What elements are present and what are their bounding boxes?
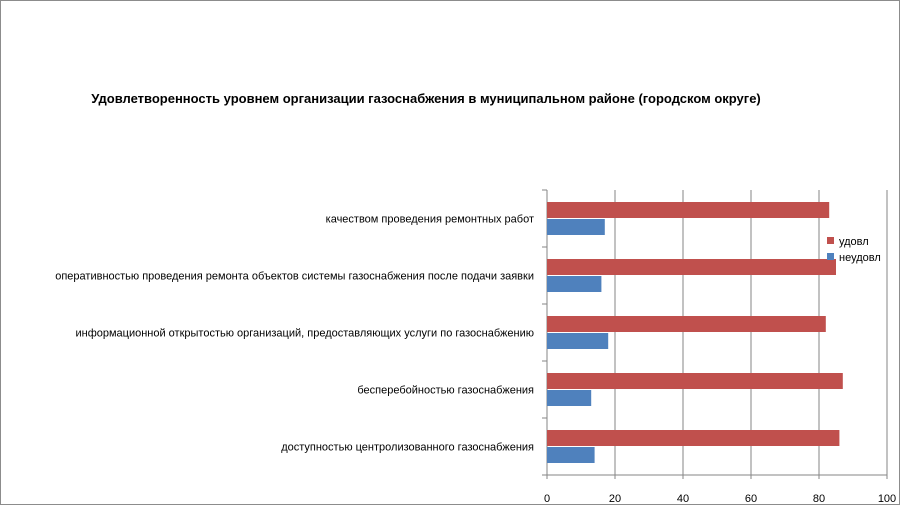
x-tick-label: 60 <box>745 493 757 505</box>
bar-udovl <box>547 316 826 332</box>
category-label: бесперебойностью газоснабжения <box>357 385 534 397</box>
category-label: оперативностью проведения ремонта объект… <box>55 271 534 283</box>
category-label: качеством проведения ремонтных работ <box>326 214 534 226</box>
bar-neudovl <box>547 219 605 235</box>
bar-udovl <box>547 430 840 446</box>
x-tick-label: 40 <box>677 493 689 505</box>
category-label: доступностью центролизованного газоснабж… <box>281 442 534 454</box>
legend-label: неудовл <box>839 252 881 264</box>
x-tick-label: 80 <box>813 493 825 505</box>
legend-swatch <box>827 237 834 244</box>
bar-udovl <box>547 373 843 389</box>
chart-title: Удовлетворенность уровнем организации га… <box>91 91 761 106</box>
x-tick-label: 0 <box>544 493 550 505</box>
bar-neudovl <box>547 390 592 406</box>
legend-label: удовл <box>839 236 869 248</box>
x-tick-label: 20 <box>609 493 621 505</box>
category-label: информационной открытостью организаций, … <box>75 328 534 340</box>
bar-udovl <box>547 202 830 218</box>
bar-neudovl <box>547 276 602 292</box>
bar-neudovl <box>547 447 595 463</box>
bar-udovl <box>547 259 836 275</box>
bar-neudovl <box>547 333 609 349</box>
x-tick-label: 100 <box>878 493 896 505</box>
legend-swatch <box>827 253 834 260</box>
